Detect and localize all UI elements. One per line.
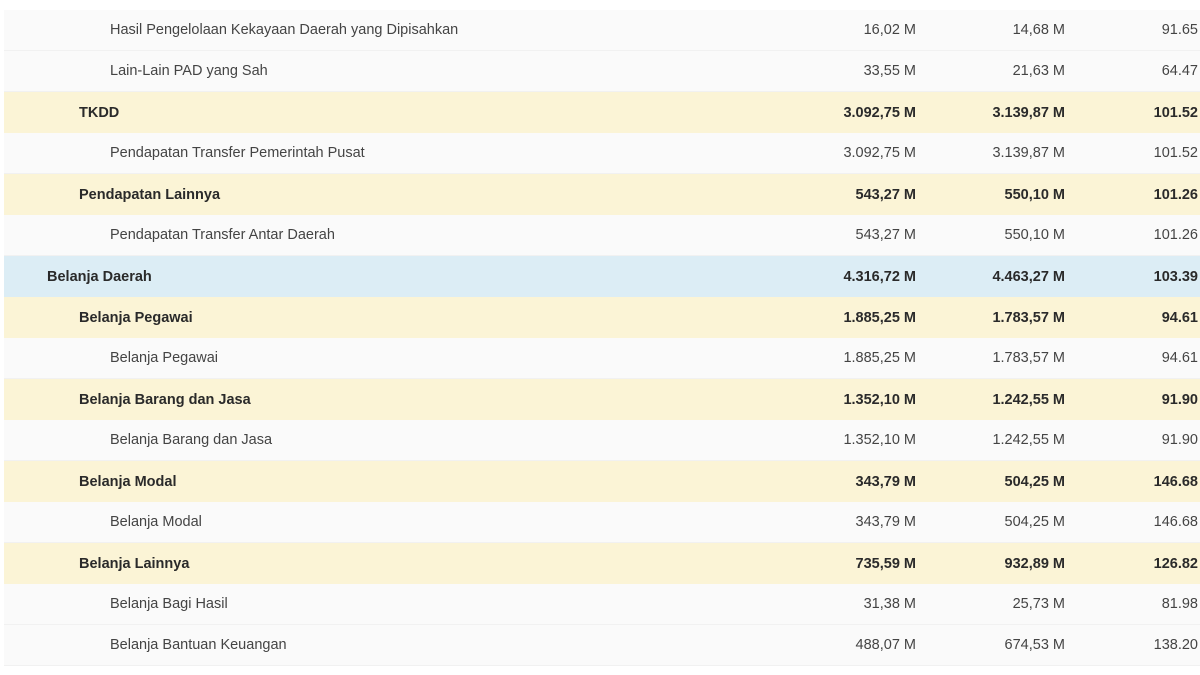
percentage-value: 91.65 [1161,22,1198,38]
realization-value: 504,25 M [1004,514,1065,530]
row-label: Pendapatan Transfer Pemerintah Pusat [110,145,365,161]
table-row: Belanja Bantuan Keuangan 488,07 M 674,53… [4,625,1200,666]
table-row: Belanja Lainnya 735,59 M 932,89 M 126.82 [4,543,1200,584]
percentage-value: 94.61 [1161,309,1198,326]
percentage-value: 138.20 [1153,637,1198,653]
percentage-value: 101.52 [1153,145,1198,161]
percentage-value: 91.90 [1161,391,1198,408]
table-row: Belanja Pegawai 1.885,25 M 1.783,57 M 94… [4,338,1200,379]
realization-value: 550,10 M [1004,186,1065,203]
realization-value: 674,53 M [1004,637,1065,653]
row-label: Belanja Bagi Hasil [110,596,228,612]
row-label: Pendapatan Lainnya [79,186,221,203]
row-label: Lain-Lain PAD yang Sah [110,63,268,79]
row-label: Pendapatan Transfer Antar Daerah [110,227,335,243]
table-row: Belanja Daerah 4.316,72 M 4.463,27 M 103… [4,256,1200,297]
row-label: Belanja Modal [110,514,202,530]
realization-value: 25,73 M [1012,596,1065,612]
percentage-value: 126.82 [1153,555,1198,572]
row-label: Belanja Barang dan Jasa [79,391,251,408]
table-row: TKDD 3.092,75 M 3.139,87 M 101.52 [4,92,1200,133]
budget-value: 33,55 M [863,63,916,79]
realization-value: 932,89 M [1004,555,1065,572]
realization-value: 1.783,57 M [992,309,1065,326]
row-label: TKDD [79,104,120,121]
table-row: Lain-Lain PAD yang Sah 33,55 M 21,63 M 6… [4,51,1200,92]
budget-value: 735,59 M [855,555,916,572]
percentage-value: 101.52 [1153,104,1198,121]
realization-value: 550,10 M [1004,227,1065,243]
realization-value: 1.242,55 M [992,391,1065,408]
budget-value: 543,27 M [855,186,916,203]
realization-value: 3.139,87 M [992,145,1065,161]
row-label: Belanja Lainnya [79,555,190,572]
percentage-value: 81.98 [1161,596,1198,612]
budget-table: Hasil Pengelolaan Kekayaan Daerah yang D… [4,10,1200,666]
table-row: Belanja Modal 343,79 M 504,25 M 146.68 [4,502,1200,543]
realization-value: 14,68 M [1012,22,1065,38]
percentage-value: 101.26 [1153,186,1198,203]
table-row: Pendapatan Transfer Pemerintah Pusat 3.0… [4,133,1200,174]
realization-value: 504,25 M [1004,473,1065,490]
percentage-value: 146.68 [1153,473,1198,490]
budget-value: 3.092,75 M [843,145,916,161]
realization-value: 21,63 M [1012,63,1065,79]
percentage-value: 91.90 [1161,432,1198,448]
table-row: Belanja Bagi Hasil 31,38 M 25,73 M 81.98 [4,584,1200,625]
table-row: Pendapatan Lainnya 543,27 M 550,10 M 101… [4,174,1200,215]
percentage-value: 146.68 [1153,514,1198,530]
row-label: Hasil Pengelolaan Kekayaan Daerah yang D… [110,22,459,38]
budget-value: 343,79 M [855,514,916,530]
budget-value: 1.885,25 M [843,350,916,366]
realization-value: 4.463,27 M [992,268,1065,285]
table-row: Belanja Pegawai 1.885,25 M 1.783,57 M 94… [4,297,1200,338]
table-row: Pendapatan Transfer Antar Daerah 543,27 … [4,215,1200,256]
budget-value: 488,07 M [855,637,916,653]
row-label: Belanja Modal [79,473,177,490]
row-label: Belanja Daerah [47,268,152,285]
budget-value: 3.092,75 M [843,104,916,121]
budget-value: 31,38 M [863,596,916,612]
table-row: Belanja Modal 343,79 M 504,25 M 146.68 [4,461,1200,502]
percentage-value: 64.47 [1161,63,1198,79]
budget-value: 16,02 M [863,22,916,38]
budget-value: 1.352,10 M [843,432,916,448]
row-label: Belanja Pegawai [79,309,193,326]
row-label: Belanja Barang dan Jasa [110,432,273,448]
budget-value: 343,79 M [855,473,916,490]
percentage-value: 94.61 [1161,350,1198,366]
realization-value: 1.783,57 M [992,350,1065,366]
percentage-value: 101.26 [1153,227,1198,243]
row-label: Belanja Pegawai [110,350,219,366]
percentage-value: 103.39 [1153,268,1198,285]
table-row: Belanja Barang dan Jasa 1.352,10 M 1.242… [4,379,1200,420]
realization-value: 3.139,87 M [992,104,1065,121]
budget-value: 1.885,25 M [843,309,916,326]
budget-value: 4.316,72 M [843,268,916,285]
budget-value: 543,27 M [855,227,916,243]
table-row: Hasil Pengelolaan Kekayaan Daerah yang D… [4,10,1200,51]
row-label: Belanja Bantuan Keuangan [110,637,287,653]
table-row: Belanja Barang dan Jasa 1.352,10 M 1.242… [4,420,1200,461]
budget-value: 1.352,10 M [843,391,916,408]
realization-value: 1.242,55 M [992,432,1065,448]
